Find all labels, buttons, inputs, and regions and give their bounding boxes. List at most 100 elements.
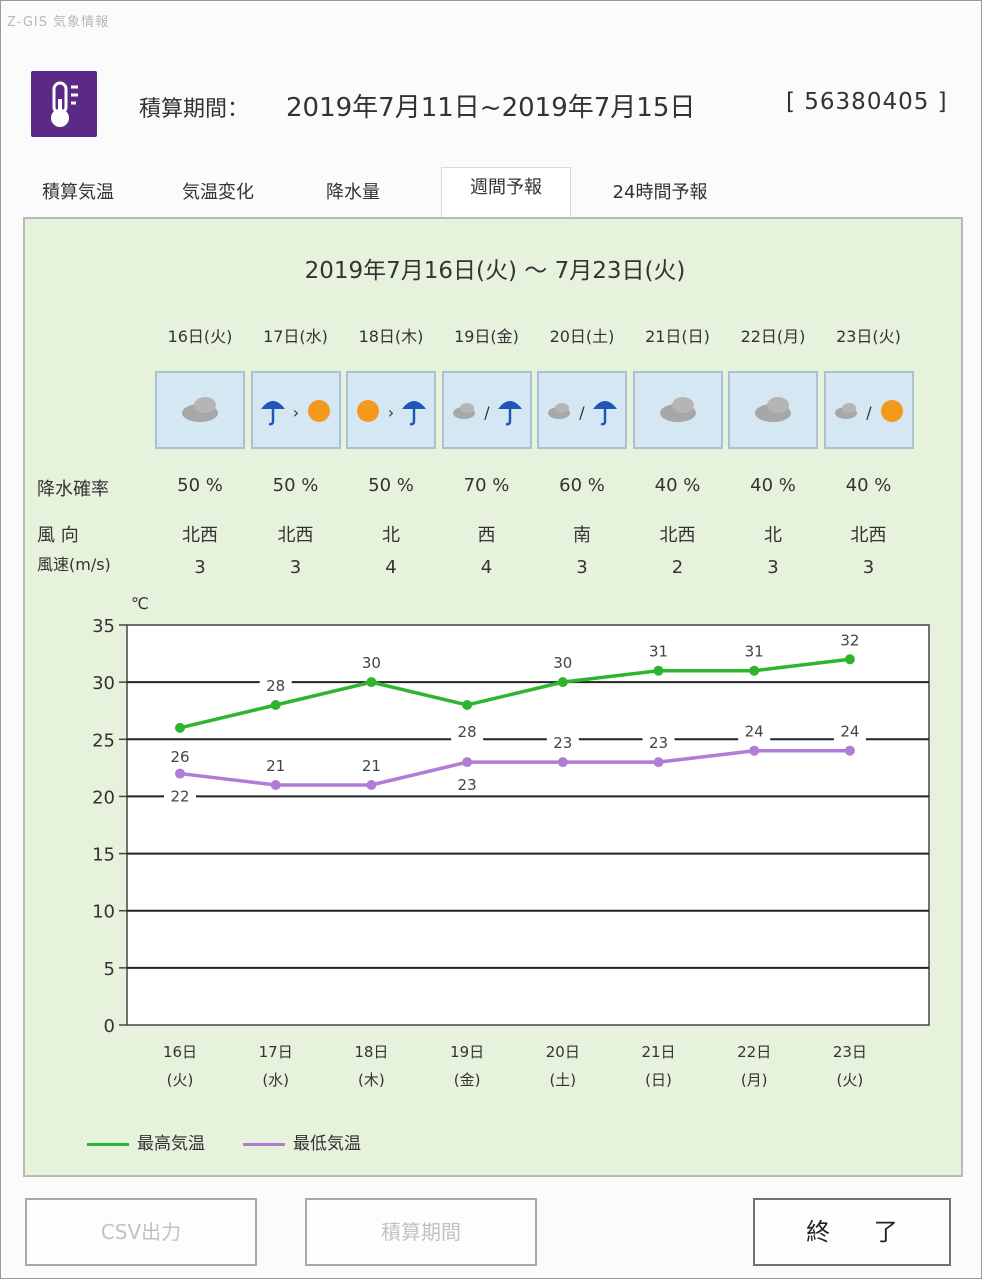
- x-tick-label: (金): [454, 1071, 481, 1089]
- x-tick-label: (月): [741, 1071, 768, 1089]
- data-point: [462, 700, 473, 710]
- y-axis-unit: ℃: [131, 594, 149, 613]
- tab-precipitation[interactable]: 降水量: [326, 182, 380, 203]
- x-tick-label: 21日: [641, 1043, 675, 1061]
- wind-speed-value: 2: [671, 557, 684, 578]
- weather-icon: /: [452, 401, 522, 426]
- data-label-bg: [546, 652, 579, 673]
- data-label-bg: [259, 675, 292, 695]
- data-label-bg: [642, 732, 675, 753]
- x-tick-label: (木): [358, 1071, 385, 1089]
- x-tick-label: (土): [549, 1071, 576, 1089]
- precip-value: 50 %: [177, 475, 223, 496]
- day-header: 18日(木): [358, 327, 424, 346]
- weather-separator: /: [484, 403, 490, 422]
- cloud-icon: [452, 403, 475, 419]
- x-tick-label: 19日: [450, 1043, 484, 1061]
- precip-label: 降水確率: [37, 479, 109, 500]
- legend-min: 最低気温: [243, 1129, 361, 1154]
- x-tick-label: (水): [262, 1071, 289, 1089]
- legend-max-swatch: [87, 1142, 129, 1146]
- data-label: 26: [170, 748, 189, 766]
- x-tick-label: 16日: [163, 1043, 197, 1061]
- tab-weekly-forecast[interactable]: 週間予報: [441, 167, 571, 217]
- precip-value: 40 %: [845, 475, 892, 496]
- set-period-button[interactable]: 積算期間: [305, 1198, 537, 1266]
- day-header: 16日(火): [167, 327, 233, 346]
- data-label: 24: [840, 723, 859, 741]
- wind-speed-value: 4: [385, 557, 397, 578]
- y-tick-label: 15: [92, 845, 115, 866]
- weather-icon: ›: [260, 400, 330, 426]
- x-tick-label: (火): [837, 1071, 864, 1089]
- wind-speed-value: 3: [767, 557, 779, 578]
- x-tick-label: 18日: [354, 1043, 388, 1061]
- y-tick-label: 5: [104, 959, 115, 980]
- weather-icon-box: [728, 371, 818, 449]
- day-header: 17日(水): [263, 327, 328, 346]
- wind-dir-value: 北西: [277, 525, 314, 546]
- weather-icon: [755, 397, 791, 422]
- data-point: [270, 700, 281, 710]
- data-label-bg: [355, 755, 388, 775]
- weather-icon-box: ›: [250, 371, 341, 449]
- precip-value: 40 %: [654, 475, 701, 496]
- data-label: 21: [266, 757, 285, 775]
- data-point: [462, 757, 473, 768]
- max-temp-line: [179, 657, 851, 730]
- data-point: [557, 757, 568, 768]
- x-tick-label: 17日: [259, 1043, 293, 1061]
- wind-speed-value: 3: [194, 557, 206, 578]
- data-label: 32: [840, 631, 859, 649]
- wind-dir-value: 南: [573, 525, 591, 546]
- data-label: 23: [649, 734, 668, 752]
- x-tick-label: (火): [167, 1071, 194, 1089]
- weather-icon: [659, 397, 696, 422]
- data-label-bg: [833, 720, 866, 741]
- precip-value: 70 %: [463, 475, 510, 496]
- weather-icon-box: /: [537, 371, 627, 449]
- weather-icon: [182, 397, 218, 422]
- data-label: 31: [745, 643, 764, 661]
- data-label: 28: [266, 677, 285, 695]
- data-label: 28: [458, 723, 477, 741]
- weather-icon-box: /: [823, 371, 914, 449]
- cloud-icon: [548, 403, 570, 419]
- data-point: [653, 757, 664, 768]
- precip-value: 50 %: [368, 475, 414, 496]
- legend-min-label: 最低気温: [293, 1134, 361, 1154]
- data-point: [844, 654, 855, 665]
- data-label: 23: [458, 776, 477, 794]
- cloud-icon: [659, 397, 696, 422]
- legend-min-swatch: [243, 1142, 285, 1146]
- data-point: [175, 768, 185, 779]
- tab-temp-change[interactable]: 気温変化: [182, 182, 254, 203]
- data-point: [653, 665, 664, 676]
- data-point: [366, 780, 377, 790]
- weather-icon: /: [548, 401, 617, 426]
- y-tick-label: 35: [92, 616, 115, 637]
- precip-value: 40 %: [750, 475, 796, 496]
- wind-dir-value: 北: [764, 525, 782, 546]
- exit-button[interactable]: 終 了: [753, 1198, 951, 1266]
- data-label: 21: [362, 757, 381, 775]
- tab-24h-forecast[interactable]: 24時間予報: [612, 182, 708, 203]
- thermometer-icon: [31, 71, 97, 137]
- cloud-icon: [834, 403, 857, 419]
- legend-max-label: 最高気温: [137, 1134, 205, 1154]
- day-header: 22日(月): [740, 327, 806, 346]
- wind-speed-value: 3: [289, 557, 302, 578]
- tab-bar: 積算気温 気温変化 降水量 週間予報 24時間予報: [23, 167, 963, 217]
- wind-dir-value: 北西: [659, 525, 696, 546]
- legend-max: 最高気温: [87, 1129, 205, 1154]
- data-label-bg: [833, 629, 866, 650]
- data-label: 30: [362, 654, 381, 672]
- csv-export-button[interactable]: CSV出力: [25, 1198, 257, 1266]
- day-header: 23日(火): [836, 327, 901, 346]
- cloud-icon: [182, 397, 218, 422]
- data-label-bg: [451, 721, 484, 741]
- x-tick-label: 22日: [737, 1043, 771, 1061]
- y-tick-label: 0: [104, 1016, 115, 1037]
- umbrella-rain-icon: [402, 401, 426, 426]
- tab-cumulative-temp[interactable]: 積算気温: [42, 182, 114, 203]
